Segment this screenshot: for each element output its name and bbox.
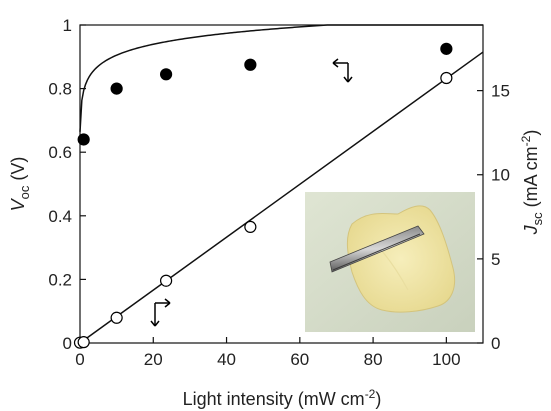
voc-fit-curve — [79, 24, 483, 132]
y-left-axis-title: Voc (V) — [8, 157, 32, 212]
y-right-tick-label: 0 — [491, 334, 500, 353]
y-right-axis-title: Jsc (mA cm-2) — [519, 130, 545, 236]
plot-frame — [79, 24, 484, 344]
voc-data-point — [159, 68, 173, 81]
x-axis-title: Light intensity (mW cm-2) — [183, 387, 382, 409]
tweezers — [329, 225, 425, 273]
y-left-tick-label: 0.8 — [48, 80, 72, 99]
inset-photo — [305, 192, 475, 332]
jsc-data-point — [244, 220, 257, 234]
film-sample — [346, 205, 456, 313]
jsc-data-point — [77, 336, 90, 349]
x-tick-label: 80 — [364, 350, 383, 369]
y-left-tick-label: 1 — [63, 16, 72, 35]
x-tick-label: 40 — [217, 350, 236, 369]
x-tick-label: 0 — [75, 350, 84, 369]
y-right-tick-label: 10 — [491, 166, 510, 185]
y-left-tick-label: 0.6 — [48, 143, 72, 162]
y-left-tick-label: 0 — [63, 334, 72, 353]
voc-data-point — [110, 82, 123, 95]
jsc-fit-line — [79, 51, 484, 344]
x-tick-label: 100 — [432, 350, 460, 369]
jsc-data-point — [110, 311, 123, 324]
arrow-to-left-axis — [332, 58, 353, 83]
voc-data-point — [77, 133, 90, 146]
x-tick-label: 20 — [144, 350, 163, 369]
jsc-data-point — [159, 274, 173, 287]
y-right-tick-label: 5 — [491, 250, 500, 269]
y-right-tick-label: 15 — [491, 82, 510, 101]
voc-data-point — [244, 58, 257, 71]
voc-data-point — [440, 42, 453, 55]
x-tick-label: 60 — [290, 350, 309, 369]
jsc-data-point — [440, 71, 453, 85]
arrow-to-right-axis — [150, 298, 171, 327]
y-left-tick-label: 0.4 — [48, 207, 72, 226]
y-left-tick-label: 0.2 — [48, 270, 72, 289]
